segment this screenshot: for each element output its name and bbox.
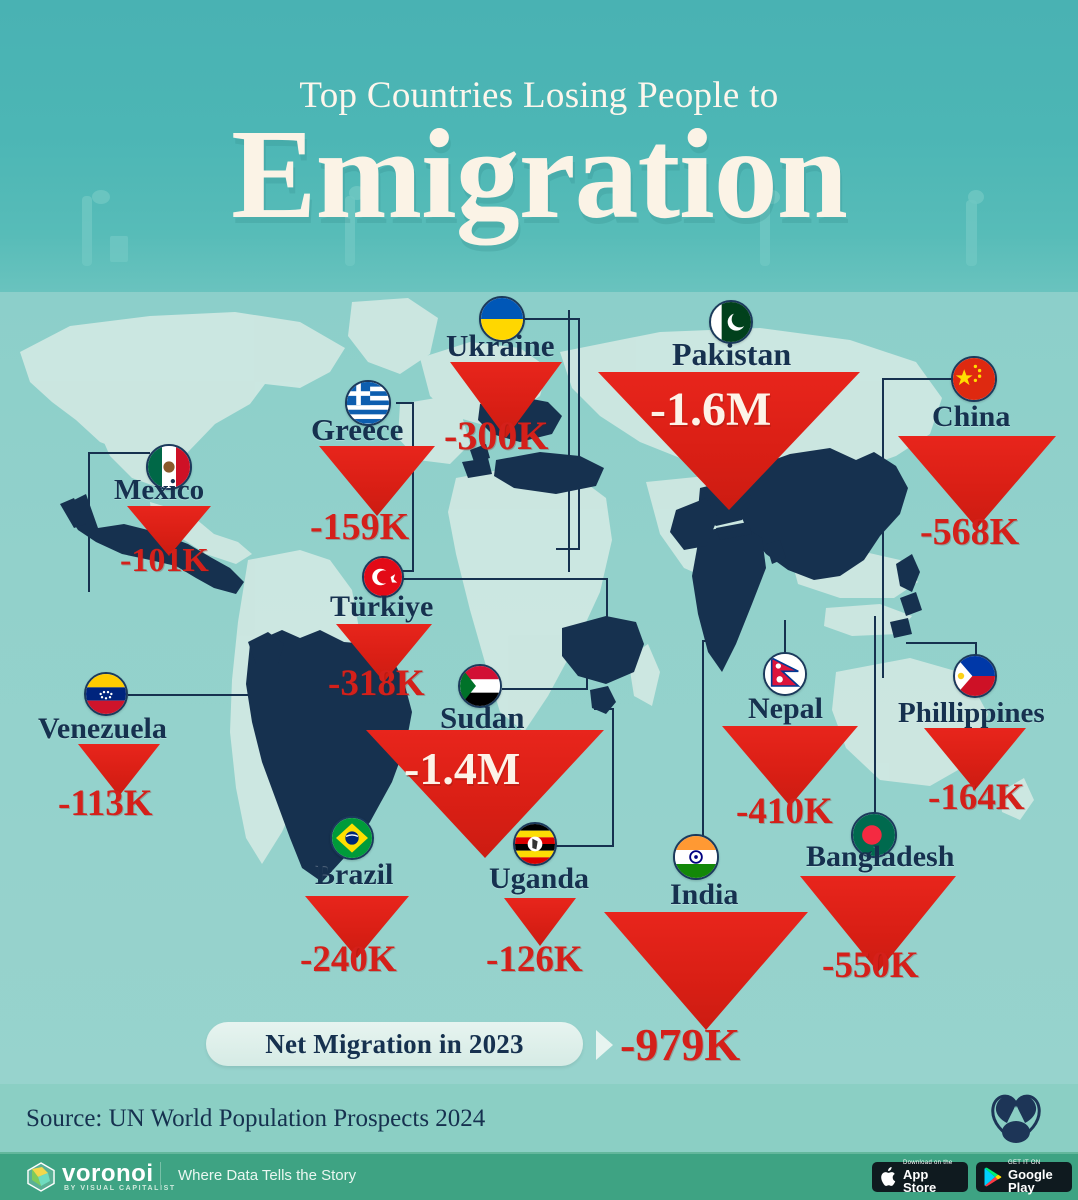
- india-flag-icon: [673, 834, 719, 880]
- label-greece: Greece: [311, 412, 404, 447]
- label-bangladesh: Bangladesh: [806, 840, 955, 873]
- value-china: -568K: [920, 511, 1020, 553]
- label-phillippines: Phillippines: [898, 697, 1045, 729]
- footer-divider: [0, 1152, 1078, 1155]
- nepal-flag-icon: [763, 652, 807, 696]
- value-india: -979K: [620, 1019, 741, 1070]
- china-flag-icon: [951, 356, 997, 402]
- value-uganda: -126K: [486, 939, 583, 980]
- connector-turkiye: [606, 578, 608, 626]
- label-ukraine: Ukraine: [446, 328, 555, 363]
- connector-greece: [412, 402, 414, 570]
- value-bangladesh: -550K: [822, 945, 919, 986]
- app-store-badge[interactable]: Download on the App Store: [872, 1160, 968, 1195]
- connector-mexico: [88, 452, 150, 454]
- value-pakistan: -1.6M: [650, 383, 772, 436]
- google-play-badge[interactable]: GET IT ON Google Play: [976, 1160, 1072, 1195]
- walker-silhouette: [764, 190, 780, 204]
- source-band: [0, 1084, 1078, 1154]
- page-title: Emigration: [231, 103, 848, 245]
- walker-silhouette: [92, 190, 110, 204]
- value-ukraine: -300K: [444, 413, 549, 458]
- voronoi-wordmark: voronoi: [62, 1160, 154, 1187]
- google-play-small-label: GET IT ON: [1008, 1160, 1041, 1166]
- connector-turkiye: [400, 578, 606, 580]
- turkiye-flag-icon: [362, 556, 404, 598]
- footer-tagline: Where Data Tells the Story: [178, 1167, 357, 1184]
- walker-silhouette: [760, 200, 770, 266]
- bangladesh-flag-icon: [851, 812, 897, 858]
- value-greece: -159K: [310, 506, 410, 548]
- value-venezuela: -113K: [58, 783, 153, 824]
- voronoi-logo-icon: [27, 1162, 55, 1192]
- connector-nepal: [784, 620, 786, 670]
- label-sudan: Sudan: [440, 700, 525, 735]
- footer-separator: [160, 1162, 161, 1190]
- label-nepal: Nepal: [748, 692, 823, 725]
- connector-brazil: [312, 804, 354, 806]
- label-uganda: Uganda: [489, 862, 590, 895]
- connector-mexico: [88, 452, 90, 592]
- connector-pakistan: [568, 310, 570, 572]
- walker-silhouette: [82, 196, 92, 266]
- connector-sudan: [502, 688, 588, 690]
- header-background: [0, 0, 1078, 300]
- connector-philippines: [906, 642, 977, 644]
- connector-china: [882, 378, 884, 678]
- google-play-icon: [984, 1167, 1002, 1187]
- google-play-label: Google Play: [1008, 1167, 1053, 1195]
- brazil-flag-icon: [330, 816, 374, 860]
- connector-ukraine: [520, 318, 580, 320]
- visual-capitalist-logo-icon: [991, 1094, 1041, 1143]
- legend-pill: Net Migration in 2023: [206, 1022, 583, 1066]
- ukraine-flag-icon: [479, 296, 525, 342]
- label-pakistan: Pakistan: [672, 336, 792, 372]
- label-brazil: Brazil: [315, 858, 394, 891]
- source-text: Source: UN World Population Prospects 20…: [26, 1105, 486, 1132]
- connector-ukraine: [578, 318, 580, 550]
- apple-icon: [881, 1167, 896, 1186]
- greece-flag-icon: [345, 380, 391, 426]
- walker-silhouette: [110, 236, 128, 262]
- connector-uganda: [612, 708, 614, 847]
- connector-venezuela: [128, 694, 260, 696]
- pakistan-flag-icon: [709, 300, 753, 344]
- label-mexico: Mexico: [114, 474, 205, 506]
- value-nepal: -410K: [736, 791, 833, 832]
- app-store-label: App Store: [903, 1167, 937, 1195]
- uganda-flag-icon: [513, 822, 557, 866]
- voronoi-byline: BY VISUAL CAPITALIST: [64, 1185, 176, 1192]
- legend-label: Net Migration in 2023: [265, 1028, 524, 1059]
- connector-sudan: [586, 664, 588, 690]
- label-india: India: [670, 878, 739, 911]
- label-venezuela: Venezuela: [38, 712, 167, 745]
- value-mexico: -101K: [120, 542, 209, 579]
- philippines-flag-icon: [953, 654, 997, 698]
- mexico-flag-icon: [146, 444, 192, 490]
- connector-greece: [396, 402, 414, 404]
- world-map: [20, 298, 1034, 882]
- connector-china: [882, 378, 952, 380]
- value-sudan: -1.4M: [404, 743, 521, 794]
- connector-uganda: [594, 708, 614, 710]
- walker-silhouette: [345, 196, 355, 266]
- walker-silhouette: [966, 200, 977, 266]
- connector-india: [702, 640, 704, 852]
- venezuela-flag-icon: [84, 672, 128, 716]
- label-turkiye: Türkiye: [330, 590, 434, 623]
- header-subtitle: Top Countries Losing People to: [299, 75, 779, 116]
- sudan-flag-icon: [458, 664, 502, 708]
- walker-silhouette: [349, 186, 365, 200]
- connector-uganda: [556, 845, 614, 847]
- value-phillippines: -164K: [928, 777, 1025, 818]
- walker-silhouette: [968, 190, 984, 204]
- value-brazil: -240K: [300, 939, 397, 980]
- label-china: China: [932, 400, 1011, 433]
- legend-arrow-icon: [596, 1030, 613, 1060]
- app-store-small-label: Download on the: [903, 1160, 953, 1166]
- connector-bangladesh: [874, 616, 876, 820]
- connector-india: [702, 640, 720, 642]
- value-turkiye: -318K: [328, 663, 425, 704]
